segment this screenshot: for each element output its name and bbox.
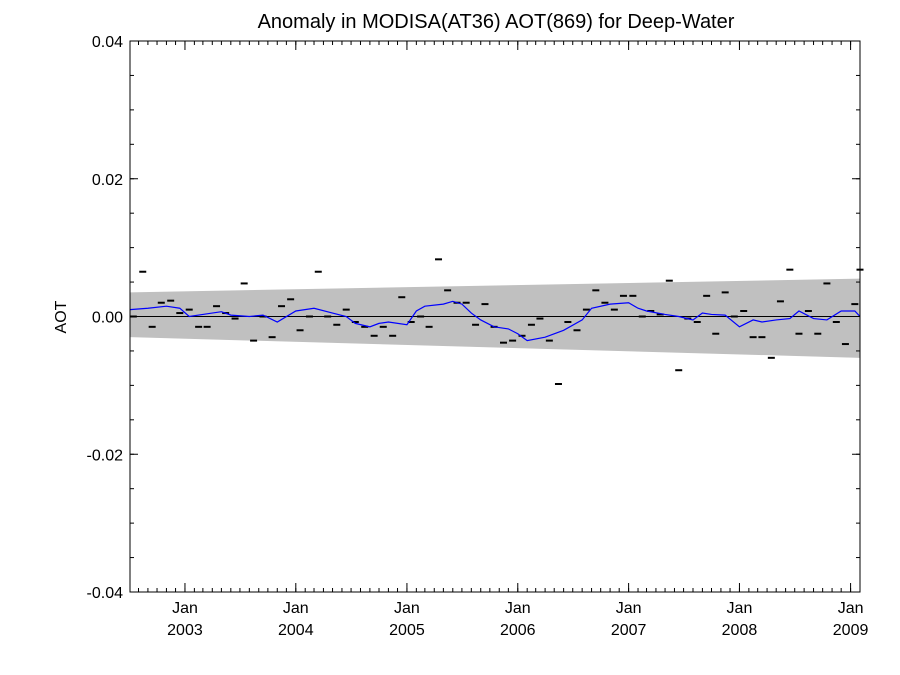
x-tick-year-label: 2003 xyxy=(167,622,203,639)
x-tick-year-label: 2005 xyxy=(389,622,425,639)
chart-title: Anomaly in MODISA(AT36) AOT(869) for Dee… xyxy=(258,11,735,33)
x-ticks-layer: Jan 2003 Jan 2004 Jan 2005 Jan 2006 Jan 2007 Jan 20… xyxy=(138,41,869,639)
x-tick-month-label: Jan xyxy=(283,600,309,617)
confidence-band xyxy=(130,278,860,358)
x-tick-year-label: 2006 xyxy=(500,622,536,639)
x-tick-month-label: Jan xyxy=(172,600,198,617)
y-tick-label: 0.02 xyxy=(92,172,123,189)
x-tick-year-label: 2004 xyxy=(278,622,314,639)
x-tick-year-label: 2007 xyxy=(611,622,647,639)
y-tick-label: -0.02 xyxy=(87,447,124,464)
trend-line-layer xyxy=(129,300,861,342)
y-tick-label: 0.00 xyxy=(92,310,123,327)
x-tick-month-label: Jan xyxy=(616,600,642,617)
x-tick-year-label: 2008 xyxy=(722,622,758,639)
y-axis-label: AOT xyxy=(53,300,70,333)
x-tick-month-label: Jan xyxy=(505,600,531,617)
x-tick-month-label: Jan xyxy=(727,600,753,617)
trend-line xyxy=(129,300,861,342)
confidence-band-layer xyxy=(130,278,860,358)
x-tick-month-label: Jan xyxy=(394,600,420,617)
y-tick-label: 0.04 xyxy=(92,34,123,51)
y-tick-label: -0.04 xyxy=(87,585,124,602)
y-ticks-layer: 0.04 0.02 0.00 -0.02 -0.04 xyxy=(87,34,860,602)
x-tick-year-label: 2009 xyxy=(833,622,869,639)
markers-layer xyxy=(129,258,864,385)
x-tick-month-label: Jan xyxy=(838,600,864,617)
